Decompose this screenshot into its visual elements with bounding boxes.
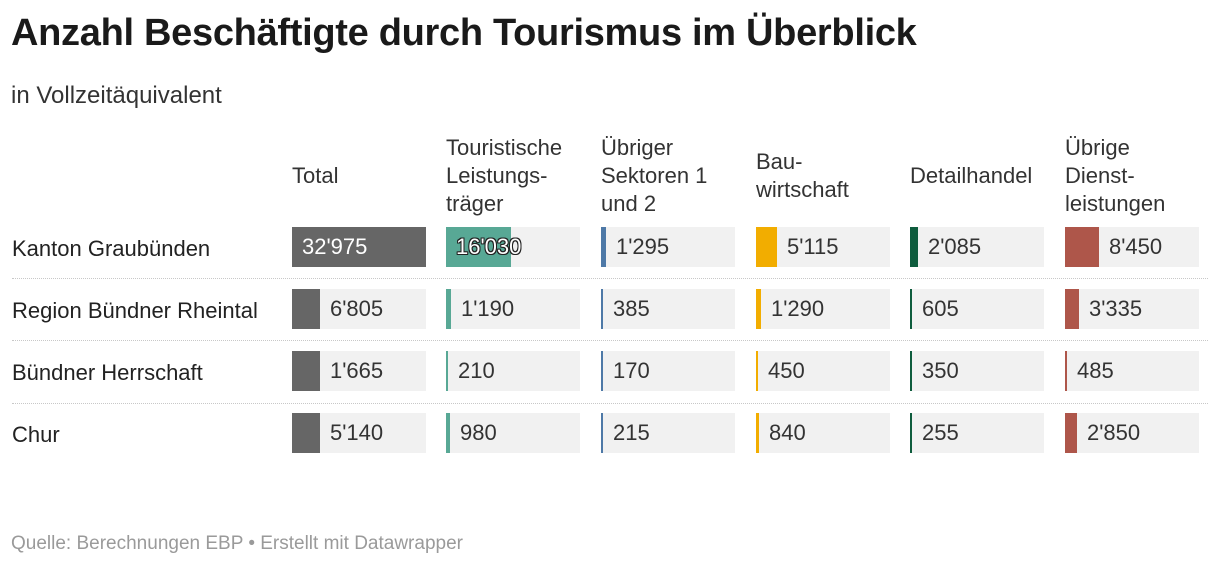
row-label: Bündner Herrschaft xyxy=(12,360,203,385)
value-bar xyxy=(910,351,912,391)
value-bar xyxy=(1065,289,1079,329)
value-label: 210 xyxy=(458,358,495,383)
table-cell: 1'665 xyxy=(292,351,426,391)
table-cell: 32'975 xyxy=(292,227,426,267)
value-bar xyxy=(756,289,761,329)
value-label: 5'115 xyxy=(787,234,839,259)
value-label: 16'030 xyxy=(456,234,522,259)
value-label: 2'850 xyxy=(1087,420,1141,445)
chart-subtitle: in Vollzeitäquivalent xyxy=(11,82,222,109)
value-label: 32'975 xyxy=(302,234,368,259)
value-label: 170 xyxy=(613,358,650,383)
value-label: 255 xyxy=(922,420,959,445)
table-cell: 16'030 xyxy=(446,227,580,267)
value-label: 1'190 xyxy=(461,296,515,321)
table-cell: 3'335 xyxy=(1065,289,1199,329)
value-label: 485 xyxy=(1077,358,1114,383)
value-bar xyxy=(601,227,606,267)
table-cell: 2'850 xyxy=(1065,413,1199,453)
value-bar xyxy=(601,289,603,329)
value-label: 1'665 xyxy=(330,358,384,383)
row-divider xyxy=(12,403,1208,404)
value-bar xyxy=(756,413,759,453)
value-label: 215 xyxy=(613,420,650,445)
value-bar xyxy=(1065,413,1077,453)
table-cell: 350 xyxy=(910,351,1044,391)
row-label: Region Bündner Rheintal xyxy=(12,298,258,323)
value-label: 1'290 xyxy=(771,296,825,321)
value-bar xyxy=(910,289,912,329)
row-label: Chur xyxy=(12,422,60,447)
value-bar xyxy=(601,413,603,453)
column-header-dienstleistungen: Übrige Dienst- leistungen xyxy=(1065,135,1166,216)
row-label: Kanton Graubünden xyxy=(12,236,211,261)
value-label: 605 xyxy=(922,296,959,321)
column-header-bau: Bau- wirtschaft xyxy=(756,149,849,202)
table-cell: 605 xyxy=(910,289,1044,329)
table-cell: 385 xyxy=(601,289,735,329)
table-cell: 5'115 xyxy=(756,227,890,267)
table-cell: 5'140 xyxy=(292,413,426,453)
table-cell: 1'295 xyxy=(601,227,735,267)
value-bar xyxy=(446,351,448,391)
table-cell: 1'290 xyxy=(756,289,890,329)
table-cell: 1'190 xyxy=(446,289,580,329)
table-cell: 8'450 xyxy=(1065,227,1199,267)
value-bar xyxy=(1065,227,1099,267)
value-label: 3'335 xyxy=(1089,296,1143,321)
table-cell: 210 xyxy=(446,351,580,391)
value-label: 5'140 xyxy=(330,420,384,445)
row-divider xyxy=(12,278,1208,279)
value-label: 980 xyxy=(460,420,497,445)
value-label: 6'805 xyxy=(330,296,384,321)
value-label: 350 xyxy=(922,358,959,383)
column-header-detailhandel: Detailhandel xyxy=(910,163,1033,188)
value-label: 2'085 xyxy=(928,234,982,259)
value-label: 385 xyxy=(613,296,650,321)
value-bar xyxy=(601,351,603,391)
table-cell: 170 xyxy=(601,351,735,391)
value-bar xyxy=(292,351,320,391)
value-bar xyxy=(910,227,918,267)
value-bar xyxy=(756,351,758,391)
column-header-uebrige_sektoren: Übriger Sektoren 1 und 2 xyxy=(601,135,708,216)
value-bar xyxy=(910,413,912,453)
column-header-total: Total xyxy=(292,163,339,188)
column-header-touristische: Touristische Leistungs- träger xyxy=(446,135,563,216)
table-cell: 840 xyxy=(756,413,890,453)
table-cell: 6'805 xyxy=(292,289,426,329)
value-bar xyxy=(446,289,451,329)
value-label: 1'295 xyxy=(616,234,670,259)
value-bar xyxy=(292,413,320,453)
table-cell: 2'085 xyxy=(910,227,1044,267)
table-cell: 450 xyxy=(756,351,890,391)
chart-title: Anzahl Beschäftigte durch Tourismus im Ü… xyxy=(11,12,917,54)
source-footer: Quelle: Berechnungen EBP • Erstellt mit … xyxy=(11,533,463,554)
value-bar xyxy=(446,227,511,267)
table-cell: 255 xyxy=(910,413,1044,453)
value-bar xyxy=(1065,351,1067,391)
value-bar xyxy=(292,289,320,329)
value-label: 8'450 xyxy=(1109,234,1163,259)
value-label: 840 xyxy=(769,420,806,445)
table-cell: 485 xyxy=(1065,351,1199,391)
value-bar xyxy=(446,413,450,453)
row-divider xyxy=(12,340,1208,341)
value-bar xyxy=(756,227,777,267)
value-bar xyxy=(292,227,426,267)
table-cell: 215 xyxy=(601,413,735,453)
table-cell: 980 xyxy=(446,413,580,453)
value-label: 450 xyxy=(768,358,805,383)
